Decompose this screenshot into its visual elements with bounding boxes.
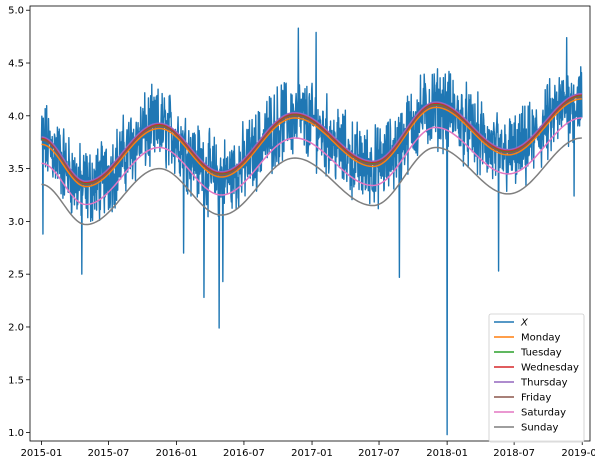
x-tick-label: 2018-01 <box>426 448 468 459</box>
x-tick-label: 2019-01 <box>561 448 595 459</box>
x-tick-label: 2018-07 <box>493 448 535 459</box>
legend-label: Saturday <box>521 408 566 419</box>
legend-label: X <box>520 318 529 329</box>
series-line-saturday <box>41 117 582 206</box>
series-line-friday <box>41 96 582 186</box>
legend-label: Monday <box>521 333 561 344</box>
series-line-monday <box>41 98 582 188</box>
x-tick-label: 2015-01 <box>21 448 63 459</box>
x-tick-label: 2016-07 <box>223 448 265 459</box>
x-tick-label: 2017-01 <box>291 448 333 459</box>
legend-label: Thursday <box>520 378 568 389</box>
y-tick-label: 2.5 <box>8 270 24 281</box>
legend-label: Friday <box>521 393 551 404</box>
axes-layer: 2015-01 2015-07 2016-01 2016-07 2017-01 2017-… <box>8 5 595 459</box>
series-line-sunday <box>41 137 582 226</box>
y-tick-label: 5.0 <box>8 6 24 17</box>
y-tick-label: 3.0 <box>8 217 24 228</box>
legend: X Monday Tuesday Wednesday Thursday Friday Sat… <box>488 313 585 443</box>
x-tick-label: 2015-07 <box>88 448 130 459</box>
y-tick-label: 3.5 <box>8 164 24 175</box>
legend-label: Tuesday <box>520 348 562 359</box>
y-tick-label: 1.5 <box>8 375 24 386</box>
x-tick-label: 2016-01 <box>156 448 198 459</box>
series-layer <box>40 27 583 436</box>
legend-label: Sunday <box>521 423 558 434</box>
legend-label: Wednesday <box>521 363 579 374</box>
y-tick-label: 4.0 <box>8 111 24 122</box>
y-tick-label: 2.0 <box>8 322 24 333</box>
series-line-thursday <box>41 92 582 183</box>
plot-frame <box>29 5 591 442</box>
x-tick-label: 2017-07 <box>358 448 400 459</box>
y-tick-label: 4.5 <box>8 59 24 70</box>
legend-box <box>488 313 585 443</box>
y-tick-label: 1.0 <box>8 428 24 439</box>
